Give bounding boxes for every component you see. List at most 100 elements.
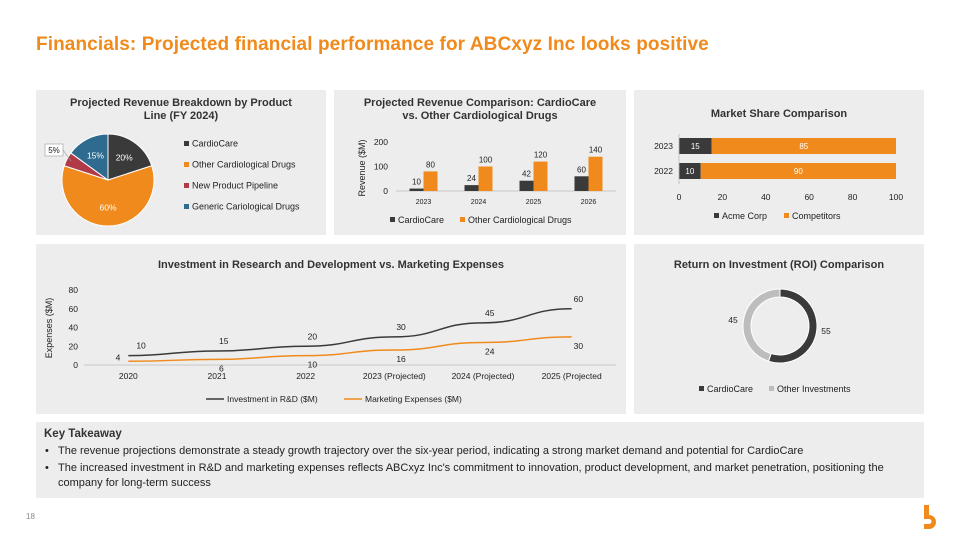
pie-slice bbox=[107, 133, 153, 181]
legend-swatch bbox=[699, 386, 704, 391]
y-tick-label: 0 bbox=[73, 360, 78, 370]
data-label: 10 bbox=[308, 360, 318, 370]
y-axis-label: Expenses ($M) bbox=[44, 298, 54, 359]
x-tick-label: 2022 bbox=[296, 371, 315, 381]
x-tick-label: 2021 bbox=[208, 371, 227, 381]
x-tick-label: 2025 bbox=[526, 199, 542, 206]
y-tick-label: 2022 bbox=[654, 166, 673, 176]
chart-title-line: vs. Other Cardiological Drugs bbox=[402, 110, 557, 122]
series-line bbox=[128, 308, 572, 357]
legend-label: Acme Corp bbox=[722, 211, 767, 221]
bar bbox=[588, 156, 603, 191]
data-label: 10 bbox=[412, 178, 421, 187]
data-label: 60 bbox=[574, 294, 584, 304]
legend-label: Generic Cariological Drugs bbox=[192, 202, 300, 212]
legend-swatch bbox=[184, 141, 189, 146]
rnd-marketing-chart: Investment in Research and Development v… bbox=[44, 259, 616, 404]
legend-swatch bbox=[460, 217, 465, 222]
y-tick-label: 100 bbox=[374, 162, 388, 172]
bar-segment bbox=[679, 138, 712, 154]
x-tick-label: 2020 bbox=[119, 371, 138, 381]
legend-swatch bbox=[390, 217, 395, 222]
bar bbox=[409, 188, 424, 191]
legend-label: CardioCare bbox=[707, 384, 753, 394]
legend-label: Other Investments bbox=[777, 384, 851, 394]
revenue-comparison-panel: Projected Revenue Comparison: CardioCare… bbox=[334, 90, 626, 235]
key-takeaway-list: The revenue projections demonstrate a st… bbox=[44, 444, 916, 491]
data-label: 24 bbox=[485, 347, 495, 357]
bar bbox=[478, 166, 493, 191]
y-axis-label: Revenue ($M) bbox=[357, 139, 367, 196]
x-tick-label: 80 bbox=[848, 192, 858, 202]
key-takeaway-box: Key Takeaway The revenue projections dem… bbox=[36, 422, 924, 498]
leader-line bbox=[62, 149, 72, 162]
y-tick-label: 20 bbox=[69, 341, 79, 351]
legend-label: Other Cardiological Drugs bbox=[192, 160, 296, 170]
legend-label: New Product Pipeline bbox=[192, 181, 278, 191]
page-title: Financials: Projected financial performa… bbox=[36, 34, 709, 55]
legend-label: Competitors bbox=[792, 211, 841, 221]
revenue-comparison-chart: Projected Revenue Comparison: CardioCare… bbox=[357, 97, 616, 225]
y-tick-label: 0 bbox=[383, 186, 388, 196]
x-tick-label: 2023 (Projected) bbox=[363, 371, 426, 381]
data-label: 60 bbox=[577, 165, 586, 174]
rnd-marketing-panel: Investment in Research and Development v… bbox=[36, 244, 626, 414]
legend-label: Investment in R&D ($M) bbox=[227, 394, 318, 404]
chart-title: Return on Investment (ROI) Comparison bbox=[674, 259, 885, 271]
roi-panel: Return on Investment (ROI) Comparison 55… bbox=[634, 244, 924, 414]
legend-label: Marketing Expenses ($M) bbox=[365, 394, 462, 404]
data-label: 20% bbox=[116, 153, 133, 163]
x-tick-label: 2025 (Projected bbox=[542, 371, 602, 381]
x-tick-label: 2024 bbox=[471, 199, 487, 206]
pie-slice bbox=[70, 133, 109, 181]
data-label: 90 bbox=[794, 167, 803, 176]
data-label: 15 bbox=[691, 142, 700, 151]
chart-title-line: Line (FY 2024) bbox=[144, 110, 219, 122]
bar-segment bbox=[711, 138, 896, 154]
brand-logo-icon bbox=[924, 505, 936, 529]
data-label: 120 bbox=[534, 151, 548, 160]
y-tick-label: 2023 bbox=[654, 141, 673, 151]
bar-segment bbox=[700, 163, 896, 179]
data-label: 10 bbox=[136, 341, 146, 351]
data-label: 80 bbox=[426, 160, 435, 169]
legend-label: CardioCare bbox=[192, 139, 238, 149]
x-tick-label: 2026 bbox=[581, 199, 597, 206]
data-label: 85 bbox=[799, 142, 808, 151]
legend-swatch bbox=[184, 162, 189, 167]
x-tick-label: 2023 bbox=[416, 199, 432, 206]
key-takeaway-bullet: The revenue projections demonstrate a st… bbox=[44, 444, 916, 459]
data-label: 4 bbox=[116, 352, 121, 362]
x-tick-label: 40 bbox=[761, 192, 771, 202]
donut-slice bbox=[742, 288, 781, 362]
data-label: 100 bbox=[479, 156, 493, 165]
legend-swatch bbox=[184, 204, 189, 209]
data-label: 140 bbox=[589, 146, 603, 155]
legend-swatch bbox=[184, 183, 189, 188]
data-label: 20 bbox=[308, 331, 318, 341]
data-label: 5% bbox=[48, 146, 60, 155]
data-label: 16 bbox=[396, 354, 406, 364]
legend-label: CardioCare bbox=[398, 215, 444, 225]
x-tick-label: 0 bbox=[677, 192, 682, 202]
market-share-chart: Market Share Comparison 2023 15 85 2022 10 90… bbox=[654, 108, 903, 221]
bar bbox=[519, 180, 534, 191]
data-label: 60% bbox=[99, 203, 116, 213]
data-label: 15% bbox=[87, 150, 104, 160]
roi-chart: Return on Investment (ROI) Comparison 55… bbox=[674, 259, 885, 394]
data-label: 6 bbox=[219, 363, 224, 373]
legend-swatch bbox=[714, 213, 719, 218]
data-label: 10 bbox=[685, 167, 694, 176]
pie-slice bbox=[61, 165, 155, 227]
chart-title: Investment in Research and Development v… bbox=[158, 259, 504, 271]
bar bbox=[464, 185, 479, 191]
y-tick-label: 200 bbox=[374, 137, 388, 147]
x-tick-label: 60 bbox=[804, 192, 814, 202]
x-tick-label: 20 bbox=[718, 192, 728, 202]
y-tick-label: 60 bbox=[69, 304, 79, 314]
bar bbox=[533, 161, 548, 191]
revenue-breakdown-chart: Projected Revenue Breakdown by Product L… bbox=[44, 97, 300, 227]
legend-swatch bbox=[784, 213, 789, 218]
y-tick-label: 80 bbox=[69, 285, 79, 295]
chart-title-line: Projected Revenue Comparison: CardioCare bbox=[364, 97, 596, 109]
